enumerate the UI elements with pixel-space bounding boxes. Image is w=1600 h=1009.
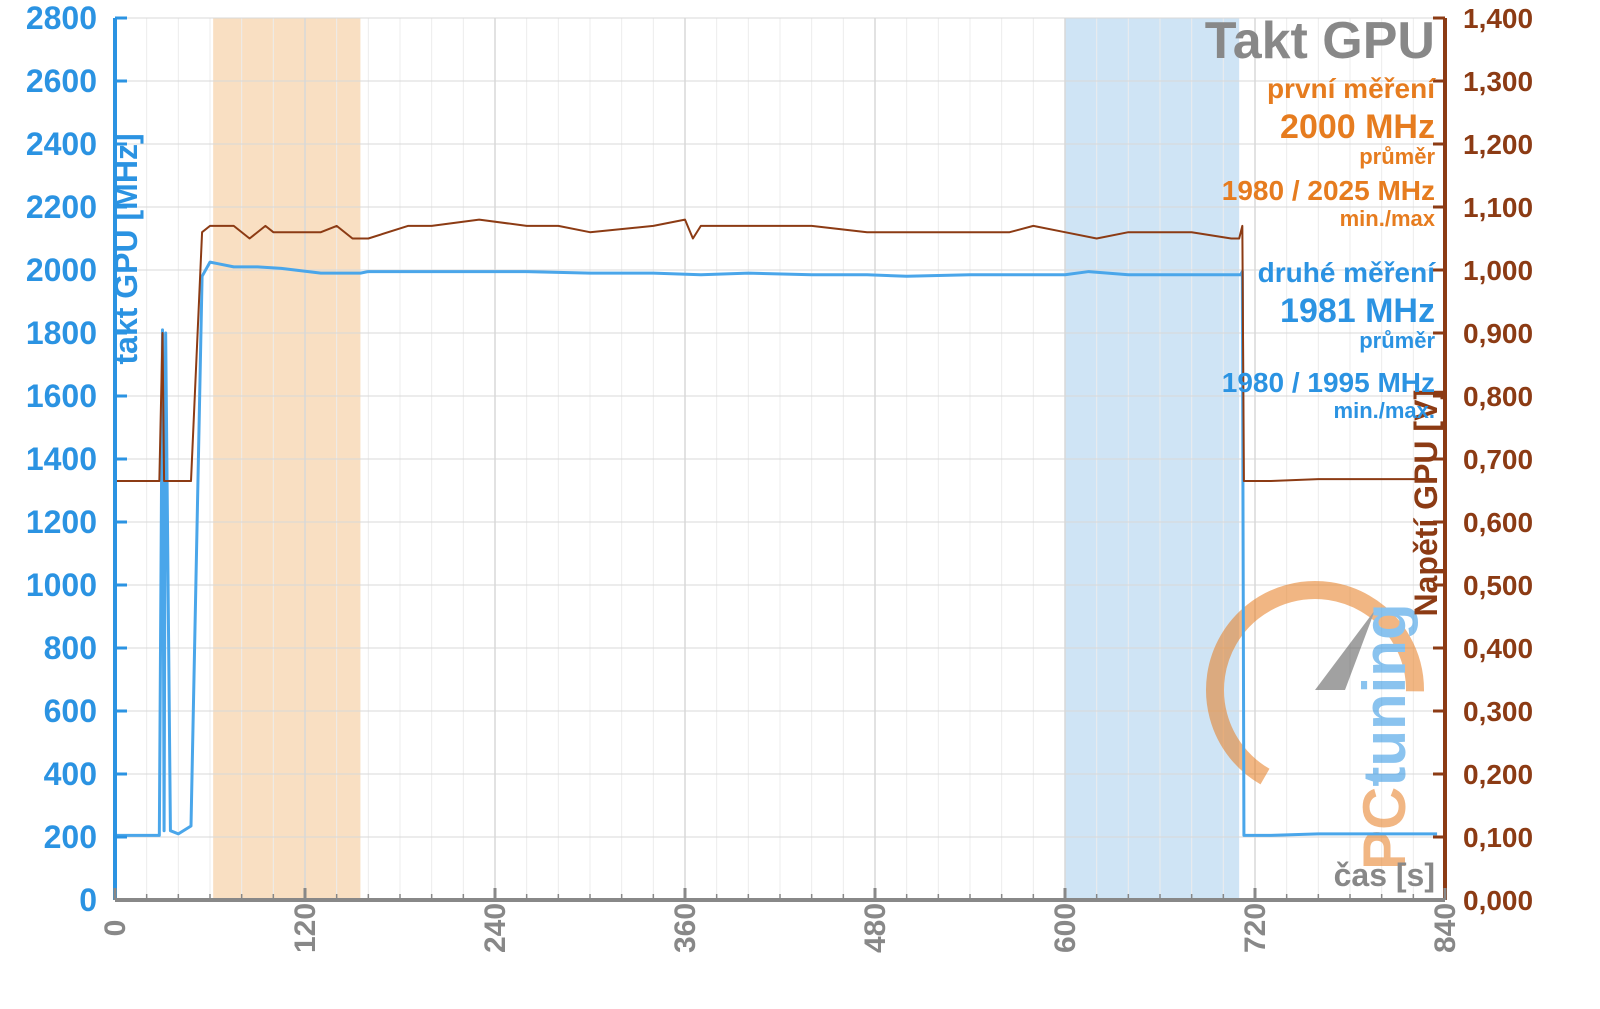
ytick-right: 0,400 <box>1463 633 1533 664</box>
ytick-left: 0 <box>79 882 97 918</box>
ytick-right: 1,000 <box>1463 255 1533 286</box>
ytick-right: 0,200 <box>1463 759 1533 790</box>
ytick-right: 1,300 <box>1463 66 1533 97</box>
ytick-left: 2600 <box>26 63 97 99</box>
ytick-right: 0,600 <box>1463 507 1533 538</box>
chart-title: Takt GPU <box>1205 12 1435 70</box>
ann-second-heading: druhé měření <box>1258 257 1437 288</box>
ytick-left: 200 <box>44 819 97 855</box>
ann-first-minmax: 1980 / 2025 MHz <box>1222 175 1435 206</box>
xtick: 240 <box>479 903 512 953</box>
ytick-right: 1,200 <box>1463 129 1533 160</box>
ytick-right: 1,400 <box>1463 3 1533 34</box>
ytick-left: 1400 <box>26 441 97 477</box>
svg-text:PCtuning: PCtuning <box>1351 603 1418 870</box>
x-axis-label: čas [s] <box>1334 857 1435 893</box>
ytick-left: 2200 <box>26 189 97 225</box>
ytick-left: 1000 <box>26 567 97 603</box>
xtick: 840 <box>1429 903 1462 953</box>
ytick-left: 600 <box>44 693 97 729</box>
ytick-left: 1200 <box>26 504 97 540</box>
ytick-right: 0,100 <box>1463 822 1533 853</box>
ann-first-heading: první měření <box>1267 73 1436 104</box>
y-axis-right-label: Napětí GPU [V] <box>1408 389 1444 617</box>
xtick: 600 <box>1049 903 1082 953</box>
xtick: 120 <box>289 903 322 953</box>
xtick: 360 <box>669 903 702 953</box>
y-axis-left-label: takt GPU [MHz] <box>108 133 144 364</box>
chart-container: PCtuning02004006008001000120014001600180… <box>0 0 1600 1009</box>
ytick-left: 2800 <box>26 0 97 36</box>
ytick-right: 0,700 <box>1463 444 1533 475</box>
xtick: 0 <box>99 920 132 937</box>
ann-second-minmax: 1980 / 1995 MHz <box>1222 367 1435 398</box>
ytick-left: 1600 <box>26 378 97 414</box>
ytick-right: 0,500 <box>1463 570 1533 601</box>
ytick-right: 0,800 <box>1463 381 1533 412</box>
ytick-right: 0,300 <box>1463 696 1533 727</box>
ytick-right: 0,000 <box>1463 885 1533 916</box>
ytick-left: 400 <box>44 756 97 792</box>
ann-second-sub1: průměr <box>1359 328 1435 353</box>
ann-second-value: 1981 MHz <box>1280 292 1435 330</box>
xtick: 720 <box>1239 903 1272 953</box>
xtick: 480 <box>859 903 892 953</box>
ytick-right: 1,100 <box>1463 192 1533 223</box>
ann-first-sub1: průměr <box>1359 144 1435 169</box>
ann-first-sub2: min./max <box>1340 206 1436 231</box>
ytick-left: 2000 <box>26 252 97 288</box>
ytick-right: 0,900 <box>1463 318 1533 349</box>
ytick-left: 2400 <box>26 126 97 162</box>
gpu-clock-chart: PCtuning02004006008001000120014001600180… <box>0 0 1600 1009</box>
ann-second-sub2: min./max. <box>1334 398 1435 423</box>
ytick-left: 1800 <box>26 315 97 351</box>
ann-first-value: 2000 MHz <box>1280 108 1435 146</box>
ytick-left: 800 <box>44 630 97 666</box>
